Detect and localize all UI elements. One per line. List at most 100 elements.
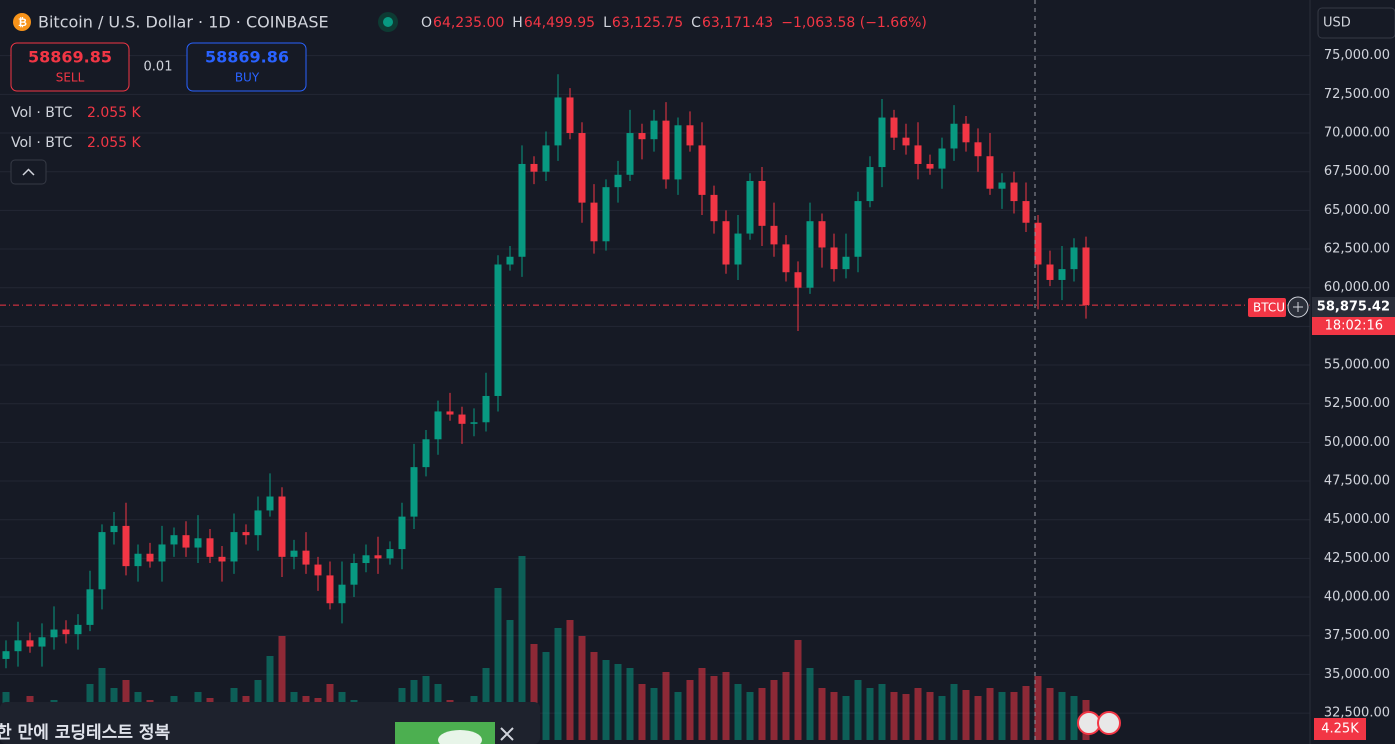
buy-price: 58869.86: [205, 48, 289, 67]
candle-body: [842, 256, 850, 270]
sell-price: 58869.85: [28, 48, 112, 67]
price-tag-text: 58,875.42: [1317, 300, 1390, 315]
candle-body: [350, 563, 358, 585]
candle-body: [1046, 264, 1054, 280]
y-tick-label: 75,000.00: [1324, 48, 1390, 63]
candle-body: [338, 584, 346, 604]
volume-bar: [1070, 696, 1078, 740]
candle-body: [638, 133, 646, 140]
candle-body: [662, 120, 670, 180]
symbol[interactable]: Bitcoin / U.S. Dollar · 1D · COINBASE: [38, 13, 329, 32]
ohlc-value: 63,171.43: [702, 15, 773, 31]
candle-body: [494, 264, 502, 396]
volume-bar: [914, 688, 922, 740]
collapse-button[interactable]: [10, 159, 47, 185]
event-flag[interactable]: [1077, 711, 1101, 735]
volume-bar: [1046, 688, 1054, 740]
indicator-name[interactable]: Vol · BTC: [11, 105, 73, 121]
candle-body: [1070, 247, 1078, 270]
candle-body: [818, 221, 826, 248]
volume-bar: [926, 692, 934, 740]
y-tick-label: 35,000.00: [1324, 667, 1390, 682]
candle-body: [242, 532, 250, 536]
ad-image-shape: [438, 730, 482, 744]
candle-body: [434, 411, 442, 440]
buy-button[interactable]: [186, 42, 307, 92]
volume-tag: [1314, 718, 1366, 740]
candle-body: [386, 549, 394, 559]
ohlc-key: H: [512, 15, 523, 31]
currency-select[interactable]: [1317, 7, 1395, 39]
sell-label: SELL: [56, 71, 85, 85]
candle-body: [746, 180, 754, 234]
volume-tag-text: 4.25K: [1321, 722, 1359, 737]
ohlc-key: C: [691, 15, 701, 31]
candle-body: [1034, 222, 1042, 265]
ohlc-value: 63,125.75: [612, 15, 683, 31]
volume-bar: [986, 688, 994, 740]
volume-bar: [854, 680, 862, 740]
ad-close[interactable]: [500, 727, 514, 741]
volume-bar: [698, 668, 706, 740]
ohlc-legend: O 64,235.00 H 64,499.95 L 63,125.75 C 63,171.43: [421, 15, 773, 31]
volume-bar: [578, 636, 586, 740]
y-tick-label: 32,500.00: [1324, 706, 1390, 721]
volume-bar: [950, 684, 958, 740]
y-tick-label: 55,000.00: [1324, 358, 1390, 373]
candle-body: [302, 550, 310, 565]
candle-body: [482, 395, 490, 423]
volume-bar: [1058, 692, 1066, 740]
candle-body: [38, 637, 46, 647]
candle-body: [86, 589, 94, 625]
candle-body: [122, 525, 130, 567]
btc-icon: [13, 13, 31, 31]
candle-body: [734, 233, 742, 265]
volume-bar: [662, 672, 670, 740]
volume-bar: [878, 684, 886, 740]
indicator-name[interactable]: Vol · BTC: [11, 135, 73, 151]
y-tick-label: 65,000.00: [1324, 203, 1390, 218]
volume-bar: [938, 696, 946, 740]
candle-body: [806, 221, 814, 288]
candle-body: [650, 120, 658, 140]
candle-body: [758, 180, 766, 226]
candle-body: [110, 525, 118, 533]
volume-bar: [626, 668, 634, 740]
volume-bar: [686, 680, 694, 740]
y-tick-label: 70,000.00: [1324, 126, 1390, 141]
volume-bar: [758, 688, 766, 740]
candle-body: [98, 532, 106, 590]
volume-bar: [602, 660, 610, 740]
candle-body: [1058, 269, 1066, 280]
y-tick-label: 67,500.00: [1324, 164, 1390, 179]
countdown: 18:02:16: [1325, 319, 1383, 334]
event-flag[interactable]: [1097, 711, 1121, 735]
volume-bar: [998, 692, 1006, 740]
candle-body: [854, 201, 862, 257]
sell-button[interactable]: [10, 42, 130, 92]
ohlc-value: 64,235.00: [433, 15, 504, 31]
volume-bar: [278, 636, 286, 740]
candle-body: [926, 163, 934, 169]
candle-body: [530, 163, 538, 172]
currency: USD: [1323, 16, 1351, 31]
volume-bar: [710, 676, 718, 740]
indicator-value: 2.055 K: [87, 135, 142, 151]
y-tick-label: 52,500.00: [1324, 396, 1390, 411]
candle-body: [602, 187, 610, 242]
candle-body: [554, 97, 562, 146]
candle-body: [230, 532, 238, 562]
candle-body: [326, 575, 334, 604]
candle-body: [674, 125, 682, 180]
volume-bar: [1010, 692, 1018, 740]
candle-body: [206, 538, 214, 557]
axis-background: [1310, 0, 1395, 744]
candle-body: [266, 496, 274, 511]
candle-body: [146, 553, 154, 562]
candle-body: [686, 125, 694, 146]
candle-body: [374, 555, 382, 559]
candle-body: [458, 414, 466, 424]
volume-bar: [746, 692, 754, 740]
